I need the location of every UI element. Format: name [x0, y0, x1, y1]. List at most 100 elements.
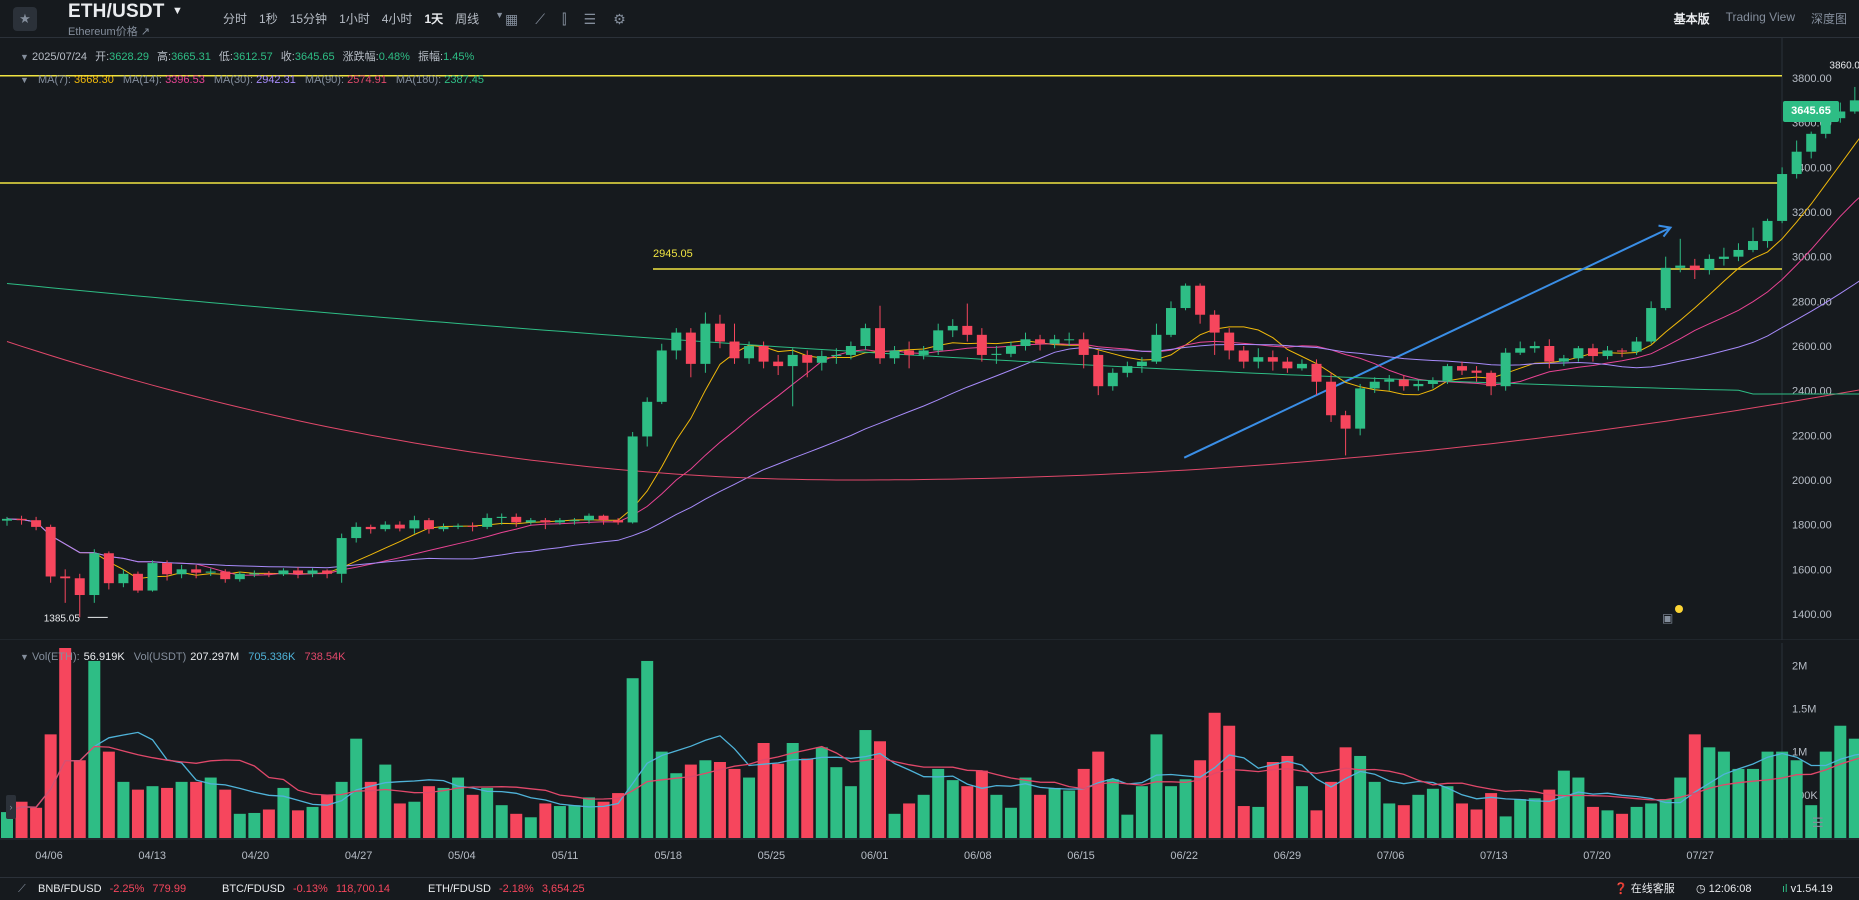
volume-bar [1456, 803, 1468, 838]
volume-bar [219, 789, 232, 838]
calendar-icon[interactable]: ▦ [505, 11, 519, 27]
symbol-selector[interactable]: ETH/USDT [68, 1, 165, 22]
axis-settings-icon[interactable]: ☰ [1812, 815, 1824, 830]
volume-bar [102, 751, 115, 838]
candle-body [613, 520, 624, 523]
view-basic[interactable]: 基本版 [1673, 12, 1710, 26]
help-icon: ❓ [1614, 883, 1628, 895]
time-tick-label: 05/11 [552, 850, 579, 862]
candle-body [234, 573, 245, 580]
chevron-down-icon[interactable]: ▼ [20, 75, 29, 85]
ma14-value: 3396.53 [165, 74, 205, 86]
interval-1h[interactable]: 1小时 [339, 12, 370, 26]
candle-body [598, 515, 609, 521]
volume-bar [1150, 734, 1163, 838]
candle-body [1384, 379, 1395, 382]
candle-body [31, 520, 42, 527]
chevron-down-icon[interactable]: ▼ [20, 52, 29, 62]
ticker-item[interactable]: BNB/FDUSD -2.25% 779.99 [38, 878, 194, 900]
volume-bar [961, 786, 974, 838]
panel-collapse-handle[interactable]: › [6, 795, 16, 819]
candle-body [1340, 415, 1351, 429]
interval-1w[interactable]: 周线 [455, 12, 480, 26]
candle-body [1107, 372, 1118, 387]
volume-bar [830, 767, 843, 838]
volume-bar [1441, 786, 1454, 838]
candle-body [176, 569, 187, 575]
candle-body [1529, 346, 1540, 349]
interval-tabs: 分时 1秒 15分钟 1小时 4小时 1天 周线 ▼ [217, 10, 514, 28]
volume-bar [859, 730, 872, 838]
candle-body [1733, 249, 1744, 257]
candle-body [1675, 265, 1686, 268]
volume-bar [1266, 762, 1279, 838]
low-marker-label: 1385.05 [44, 613, 81, 624]
ticker-item[interactable]: BTC/FDUSD -0.13% 118,700.14 [222, 878, 398, 900]
candle-body [1326, 381, 1337, 416]
chart-tools: ▦ ⟋ ⫿ ☰ ⚙ [505, 10, 626, 28]
candle-body [1311, 363, 1322, 382]
price-alert-icon[interactable]: ▣ [1662, 611, 1674, 625]
candle-body [220, 571, 231, 580]
interval-4h[interactable]: 4小时 [381, 12, 413, 26]
candle-style-icon[interactable]: ⫿ [562, 11, 567, 27]
candle-body [511, 516, 522, 523]
gear-icon[interactable]: ⚙ [613, 11, 626, 27]
volume-bar [204, 777, 217, 838]
candle-body [1078, 339, 1089, 355]
interval-1s[interactable]: 1秒 [259, 12, 278, 26]
candle-body [700, 323, 711, 364]
bottom-status-bar: ⟋ BNB/FDUSD -2.25% 779.99 BTC/FDUSD -0.13% 1… [0, 877, 1859, 900]
view-tradingview[interactable]: Trading View [1725, 10, 1795, 24]
interval-timeline[interactable]: 分时 [223, 12, 248, 26]
favorite-star-button[interactable]: ★ [13, 7, 37, 31]
volume-bar [379, 764, 392, 838]
candle-body [1704, 258, 1715, 271]
volume-bar [1252, 806, 1265, 838]
symbol-subtitle-link[interactable]: Ethereum价格 ↗ [68, 26, 150, 38]
view-depth[interactable]: 深度图 [1810, 12, 1847, 26]
interval-1d[interactable]: 1天 [424, 12, 444, 26]
volume-tick-label: 2M [1792, 660, 1807, 672]
candle-body [482, 517, 493, 527]
candle-body [976, 334, 987, 355]
time-tick-label: 05/25 [758, 850, 786, 862]
volume-bar [1077, 768, 1090, 838]
volume-bar [1121, 814, 1134, 838]
interval-more-dropdown[interactable]: ▼ [495, 10, 505, 20]
candle-body [1500, 352, 1511, 387]
clock-icon: ◷ [1696, 883, 1706, 895]
time-tick-label: 07/27 [1686, 850, 1714, 862]
candle-body [1602, 350, 1613, 357]
interval-15m[interactable]: 15分钟 [289, 12, 328, 26]
volume-bar [233, 813, 246, 838]
price-tick-label: 2200.00 [1792, 430, 1832, 442]
chevron-down-icon[interactable]: ▼ [172, 5, 183, 17]
candle-body [453, 525, 464, 527]
drawing-tool-icon[interactable]: ⟋ [535, 11, 546, 27]
volume-bar [481, 787, 494, 838]
volume-bar [422, 786, 435, 838]
volume-bar [408, 801, 421, 838]
indicators-icon[interactable]: ☰ [583, 11, 597, 27]
volume-bar [1616, 813, 1629, 838]
close-label: 收: [280, 51, 295, 63]
ticker-name: ETH/FDUSD [428, 883, 491, 895]
volume-bar [612, 793, 625, 838]
support-link[interactable]: ❓ 在线客服 [1614, 878, 1675, 900]
candle-body [1762, 220, 1773, 242]
volume-bar [597, 801, 610, 838]
chevron-down-icon[interactable]: ▼ [20, 652, 29, 662]
time-tick-label: 07/20 [1583, 850, 1611, 862]
volume-bar [1194, 760, 1207, 838]
candle-body [1093, 354, 1104, 387]
volume-bar [1790, 760, 1803, 838]
candle-body [1413, 383, 1424, 387]
candle-body [729, 341, 740, 359]
ticker-item[interactable]: ETH/FDUSD -2.18% 3,654.25 [428, 878, 593, 900]
candlestick-chart[interactable]: 1400.00 1600.00 1800.00 2000.00 2200.00 2400.… [0, 38, 1859, 640]
candle-body [1820, 118, 1831, 134]
trend-icon[interactable]: ⟋ [18, 883, 26, 895]
